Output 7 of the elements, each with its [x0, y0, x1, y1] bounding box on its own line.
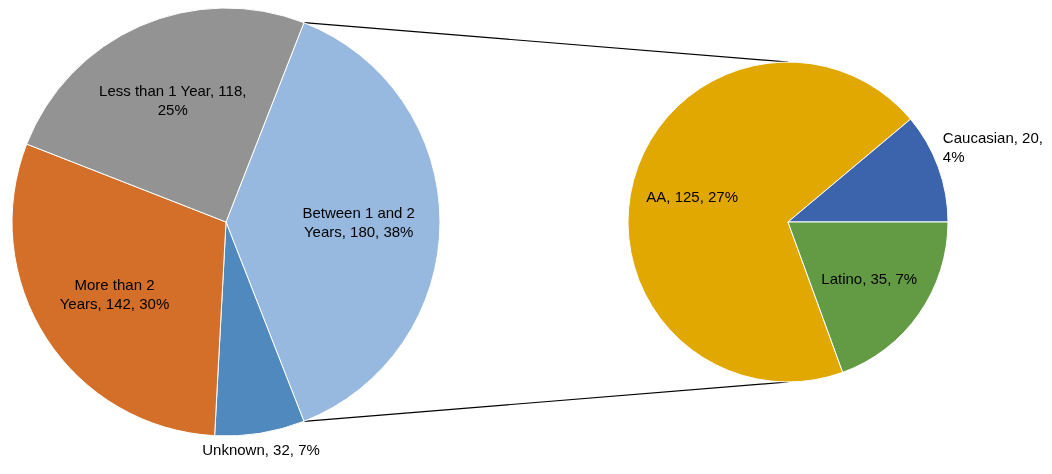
- slice-label: AA, 125, 27%: [645, 186, 740, 206]
- slice-label: More than 2 Years, 142, 30%: [58, 274, 171, 313]
- slice-label: Unknown, 32, 7%: [201, 439, 321, 459]
- slice-label: Less than 1 Year, 118, 25%: [98, 81, 248, 120]
- slice-label: Caucasian, 20, 4%: [942, 127, 1044, 166]
- slice-label: Latino, 35, 7%: [820, 269, 919, 289]
- slice-label: Between 1 and 2 Years, 180, 38%: [301, 203, 416, 241]
